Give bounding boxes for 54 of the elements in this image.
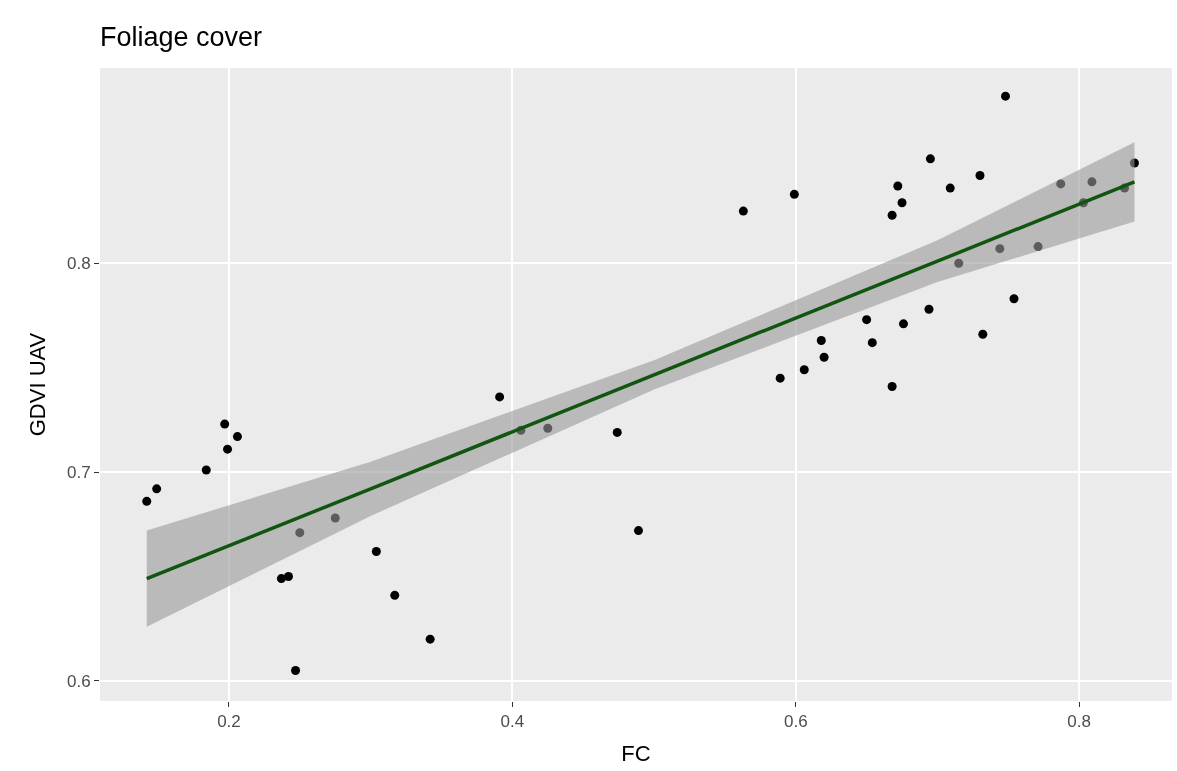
y-axis-title: GDVI UAV	[24, 332, 50, 437]
point	[799, 365, 809, 375]
point	[330, 513, 340, 523]
point	[223, 444, 233, 454]
point	[201, 465, 211, 475]
point	[371, 546, 381, 556]
point	[390, 590, 400, 600]
point	[898, 319, 908, 329]
point	[816, 336, 826, 346]
x-axis-title: FC	[621, 741, 651, 767]
point	[1056, 179, 1066, 189]
point	[924, 304, 934, 314]
point	[954, 258, 964, 268]
point	[893, 181, 903, 191]
y-tick-label: 0.6	[66, 671, 91, 691]
point	[1001, 91, 1010, 101]
point	[1009, 294, 1019, 304]
x-tick-label: 0.2	[217, 712, 241, 732]
point	[862, 315, 872, 325]
x-tick-label: 0.8	[1067, 712, 1091, 732]
point	[978, 329, 988, 339]
point	[283, 572, 293, 582]
point	[1129, 158, 1139, 168]
point	[295, 528, 305, 538]
y-tick-label: 0.8	[66, 254, 91, 274]
point	[819, 352, 829, 362]
point	[738, 206, 748, 216]
point	[867, 338, 877, 348]
point	[1033, 242, 1043, 252]
point	[1087, 177, 1097, 187]
point	[291, 666, 301, 676]
x-tick-label: 0.4	[500, 712, 525, 732]
point	[925, 154, 935, 164]
point	[975, 171, 985, 181]
point	[142, 496, 152, 506]
point	[775, 373, 785, 383]
point	[789, 189, 799, 199]
point	[543, 423, 553, 433]
point	[897, 198, 907, 208]
point	[995, 244, 1005, 254]
point	[232, 432, 242, 442]
line-series	[145, 180, 1137, 581]
point	[220, 419, 230, 429]
point	[633, 526, 643, 536]
point	[425, 634, 435, 644]
point	[887, 210, 897, 220]
x-tick-label: 0.6	[783, 712, 808, 732]
chart-title: Foliage cover	[100, 21, 263, 52]
point	[887, 381, 897, 391]
point	[612, 427, 622, 437]
point	[495, 392, 505, 402]
point	[152, 484, 162, 494]
point	[945, 183, 955, 193]
y-tick-label: 0.7	[66, 463, 91, 483]
